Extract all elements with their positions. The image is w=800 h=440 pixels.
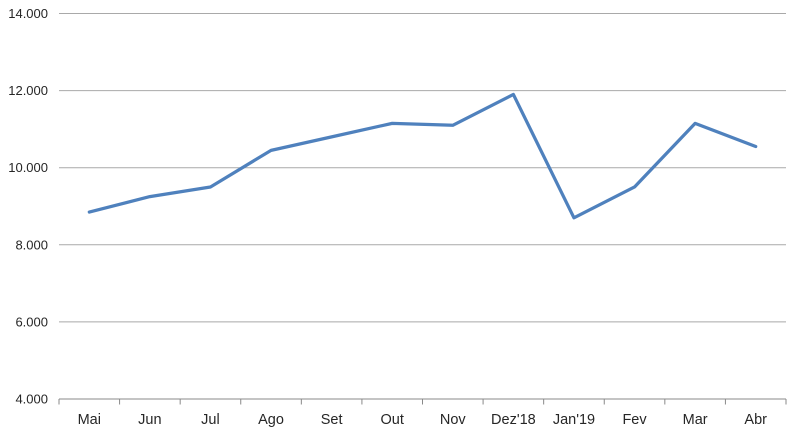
x-axis-tick-label: Mar (683, 412, 708, 428)
y-axis-tick-label: 14.000 (8, 6, 48, 21)
x-axis-tick-label: Jan'19 (553, 412, 595, 428)
x-axis-tick-label: Jul (201, 412, 220, 428)
x-axis-tick-label: Abr (744, 412, 767, 428)
x-axis-tick-label: Fev (622, 412, 647, 428)
x-axis-tick-label: Mai (78, 412, 101, 428)
x-axis-tick-label: Ago (258, 412, 284, 428)
y-axis-tick-label: 12.000 (8, 83, 48, 98)
x-axis-tick-label: Nov (440, 412, 467, 428)
y-axis-tick-label: 6.000 (15, 314, 48, 329)
y-axis-tick-label: 4.000 (15, 392, 48, 407)
x-axis-tick-label: Out (381, 412, 404, 428)
x-axis-tick-label: Dez'18 (491, 412, 536, 428)
data-series-line (87, 92, 758, 220)
x-axis-tick-label: Jun (138, 412, 161, 428)
x-axis-tick-label: Set (321, 412, 343, 428)
y-axis-tick-label: 8.000 (15, 237, 48, 252)
y-axis-tick-label: 10.000 (8, 160, 48, 175)
